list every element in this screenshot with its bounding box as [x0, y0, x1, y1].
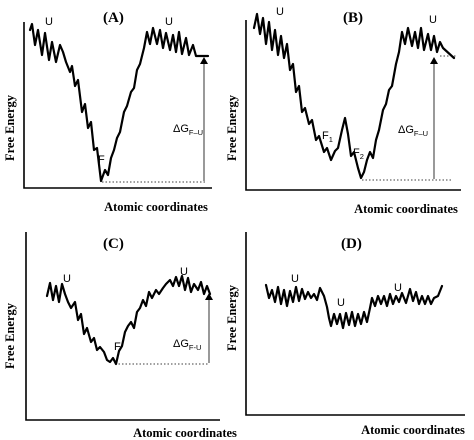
panel-d-energy-curve	[264, 283, 444, 330]
panel-b-delta-g: ΔGF–U	[398, 124, 428, 138]
panel-d-state-u-left: U	[291, 273, 299, 285]
panel-c-delta-g-arrowhead	[205, 293, 213, 300]
panel-a-axes	[23, 22, 212, 189]
panel-c-state-u-right: U	[180, 266, 188, 278]
panel-c-label: (C)	[103, 236, 124, 252]
panel-a-delta-g: ΔGF–U	[173, 123, 203, 137]
panel-b: (B) Free Energy Atomic coordinates U U F…	[225, 6, 461, 216]
panel-a: (A) Free Energy Atomic coordinates U U F…	[3, 10, 212, 214]
panel-a-energy-curve	[28, 22, 210, 183]
panel-c-delta-g: ΔGF-U	[173, 338, 201, 352]
panel-c-state-f: F	[114, 341, 121, 353]
panel-b-state-f2: F2	[353, 147, 364, 161]
panel-c-energy-curve	[45, 274, 212, 366]
panel-c-axes	[25, 232, 220, 421]
panel-d-axes	[245, 232, 465, 416]
panel-b-state-f1: F1	[322, 130, 333, 144]
panel-b-energy-curve	[252, 12, 456, 180]
panel-a-state-u-right: U	[165, 16, 173, 28]
panel-d-x-axis-label: Atomic coordinates	[361, 423, 465, 437]
panel-d-state-u-right: U	[394, 282, 402, 294]
panel-c-y-axis-label: Free Energy	[3, 302, 17, 369]
panel-d-state-u-middle: U	[337, 297, 345, 309]
panel-a-state-u-left: U	[45, 16, 53, 28]
panel-b-y-axis-label: Free Energy	[225, 94, 239, 161]
panel-b-state-u-right: U	[429, 14, 437, 26]
panel-b-state-u-left: U	[276, 6, 284, 18]
panel-a-delta-g-arrowhead	[200, 57, 208, 64]
panel-a-state-f: F	[98, 154, 105, 166]
panel-c: (C) Free Energy Atomic coordinates U U F…	[3, 232, 237, 440]
panel-a-label: (A)	[103, 10, 124, 26]
panel-a-y-axis-label: Free Energy	[3, 94, 17, 161]
panel-d-label: (D)	[341, 236, 362, 252]
panel-d-y-axis-label: Free Energy	[225, 284, 239, 351]
panel-b-axes	[245, 20, 461, 191]
panel-a-x-axis-label: Atomic coordinates	[104, 200, 208, 214]
panel-b-delta-g-arrowhead	[430, 57, 438, 64]
panel-d: (D) Free Energy Atomic coordinates U U U	[225, 232, 465, 437]
panel-b-label: (B)	[343, 10, 363, 26]
panel-b-x-axis-label: Atomic coordinates	[354, 202, 458, 216]
panel-c-x-axis-label: Atomic coordinates	[133, 426, 237, 440]
panel-c-state-u-left: U	[63, 273, 71, 285]
